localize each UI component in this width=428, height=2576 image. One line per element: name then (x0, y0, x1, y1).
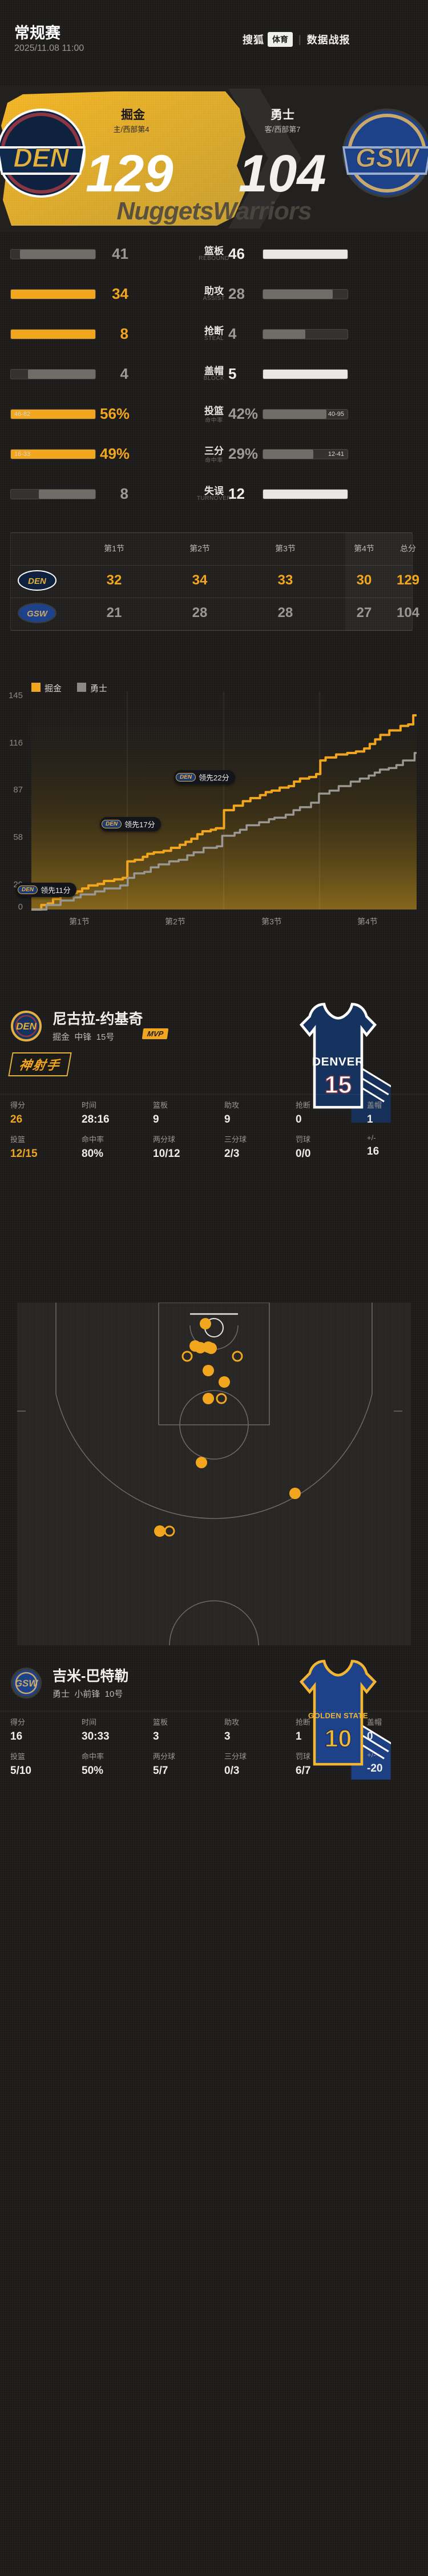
svg-text:58: 58 (13, 832, 23, 842)
svg-text:GSW: GSW (15, 1678, 39, 1689)
svg-text:GSW: GSW (27, 609, 49, 619)
svg-text:DEN: DEN (28, 576, 47, 586)
svg-text:145: 145 (9, 691, 23, 700)
svg-text:第4节: 第4节 (357, 917, 378, 926)
svg-text:第1节: 第1节 (69, 917, 90, 926)
svg-text:第2节: 第2节 (165, 917, 185, 926)
svg-text:DEN: DEN (13, 143, 69, 173)
svg-text:DEN: DEN (16, 1021, 37, 1032)
svg-text:第3节: 第3节 (261, 917, 282, 926)
svg-text:87: 87 (13, 785, 23, 795)
svg-text:DENVER: DENVER (312, 1055, 364, 1068)
svg-text:116: 116 (9, 738, 23, 748)
svg-text:0: 0 (18, 902, 23, 912)
